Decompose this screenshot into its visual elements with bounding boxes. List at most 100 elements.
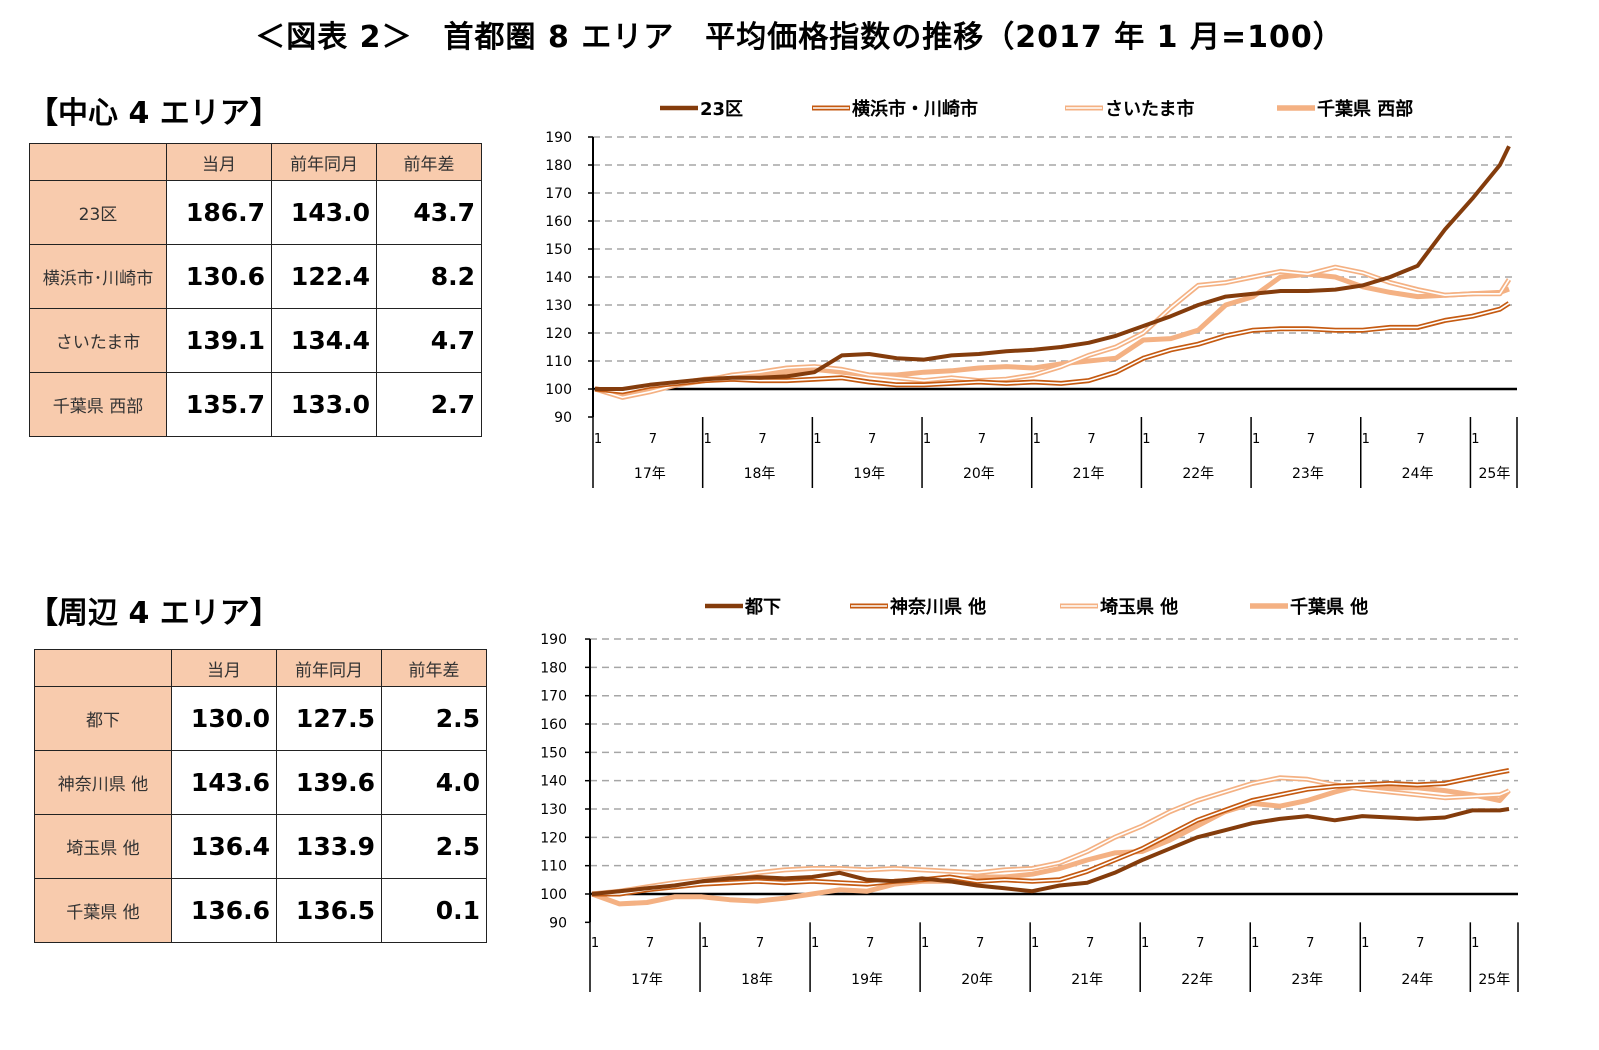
x-tick-label: 7 [976, 936, 984, 951]
diff-value: 8.2 [376, 244, 482, 309]
header-current: 当月 [166, 143, 272, 181]
legend-label: 千葉県 他 [1290, 596, 1368, 618]
year-label: 20年 [963, 466, 995, 482]
y-tick-label: 140 [540, 774, 567, 790]
x-tick-label: 1 [921, 936, 929, 951]
year-label: 19年 [853, 466, 885, 482]
x-tick-label: 1 [1252, 432, 1260, 447]
x-tick-label: 1 [1362, 432, 1370, 447]
x-tick-label: 7 [978, 432, 986, 447]
x-tick-label: 1 [1033, 432, 1041, 447]
year-label: 19年 [851, 972, 883, 988]
row-area: 埼玉県 他 [34, 814, 172, 879]
year-label: 17年 [634, 466, 666, 482]
y-tick-label: 160 [545, 214, 572, 230]
series-line [595, 145, 1511, 391]
series-line-inner [592, 769, 1510, 895]
row-area: 千葉県 西部 [29, 372, 167, 437]
y-tick-label: 180 [545, 158, 572, 174]
legend-label: 神奈川県 他 [890, 596, 986, 618]
y-tick-label: 130 [545, 298, 572, 314]
y-tick-label: 110 [545, 354, 572, 370]
x-tick-label: 7 [1306, 936, 1314, 951]
x-tick-label: 7 [1307, 432, 1315, 447]
y-tick-label: 170 [540, 689, 567, 705]
year-label: 25年 [1478, 972, 1510, 988]
y-tick-label: 160 [540, 717, 567, 733]
series-line-inner [594, 302, 1510, 393]
row-area: 都下 [34, 686, 172, 751]
x-tick-label: 1 [594, 432, 602, 447]
y-tick-label: 100 [545, 382, 572, 398]
line-chart-1: 90 100 110 120 130 140 150 160 170 180 190 1 7 17年 1 7 1… [545, 98, 1518, 488]
x-tick-label: 7 [1416, 432, 1424, 447]
year-label: 22年 [1182, 466, 1214, 482]
x-tick-label: 7 [756, 936, 764, 951]
page-title: ＜図表 2＞ 首都圏 8 エリア 平均価格指数の推移（2017 年 1 月=10… [255, 20, 1344, 55]
header-current: 当月 [171, 649, 277, 687]
x-tick-label: 1 [811, 936, 819, 951]
peripheral-areas-table: 当月 前年同月 前年差 都下 130.0 127.5 2.5 神奈川県 他 14… [34, 649, 487, 943]
diff-value: 2.5 [381, 814, 487, 879]
x-tick-label: 7 [1086, 936, 1094, 951]
legend-item: 千葉県 西部 [1277, 98, 1413, 120]
legend-item: 23区 [660, 99, 743, 120]
header-diff: 前年差 [381, 649, 487, 687]
x-tick-label: 1 [704, 432, 712, 447]
prev-year-value: 122.4 [271, 244, 377, 309]
series-line [591, 807, 1510, 896]
legend-item: 横浜市・川崎市 [812, 98, 978, 120]
x-tick-label: 1 [1142, 432, 1150, 447]
series-line-inner [594, 266, 1510, 399]
prev-year-value: 133.0 [271, 372, 377, 437]
line-chart-2: 90 100 110 120 130 140 150 160 170 180 190 1 7 17年 1 7 1… [540, 596, 1519, 992]
x-tick-label: 7 [649, 432, 657, 447]
x-tick-label: 7 [868, 432, 876, 447]
row-area: 横浜市･川崎市 [29, 244, 167, 309]
y-tick-label: 90 [554, 410, 572, 426]
section-heading-central: 【中心 4 エリア】 [28, 96, 280, 131]
series-23区 [595, 145, 1511, 391]
y-tick-label: 140 [545, 270, 572, 286]
year-label: 18年 [741, 972, 773, 988]
x-tick-label: 7 [1196, 936, 1204, 951]
table-header-row: 当月 前年同月 前年差 [29, 143, 482, 181]
x-tick-label: 1 [923, 432, 931, 447]
prev-year-value: 127.5 [276, 686, 382, 751]
y-tick-label: 120 [540, 830, 567, 846]
diff-value: 0.1 [381, 878, 487, 943]
year-label: 20年 [961, 972, 993, 988]
legend-item: 千葉県 他 [1250, 596, 1368, 618]
x-tick-label: 7 [1197, 432, 1205, 447]
x-tick-label: 1 [1141, 936, 1149, 951]
x-tick-label: 1 [1471, 432, 1479, 447]
x-tick-label: 1 [591, 936, 599, 951]
year-label: 23年 [1292, 466, 1324, 482]
series-さいたま市 [594, 264, 1512, 400]
table-row: 23区 186.7 143.0 43.7 [29, 180, 482, 245]
legend-label: 埼玉県 他 [1100, 596, 1178, 618]
row-area: さいたま市 [29, 308, 167, 373]
y-tick-label: 150 [540, 745, 567, 761]
x-tick-label: 7 [646, 936, 654, 951]
x-tick-label: 7 [866, 936, 874, 951]
current-value: 135.7 [166, 372, 272, 437]
table-header-row: 当月 前年同月 前年差 [34, 649, 487, 687]
x-tick-label: 1 [813, 432, 821, 447]
x-tick-label: 1 [1251, 936, 1259, 951]
legend-label: 横浜市・川崎市 [852, 98, 978, 120]
legend-label: 千葉県 西部 [1317, 98, 1413, 120]
year-label: 21年 [1071, 972, 1103, 988]
legend-item: 埼玉県 他 [1060, 596, 1178, 618]
current-value: 136.6 [171, 878, 277, 943]
diff-value: 2.5 [381, 686, 487, 751]
current-value: 130.6 [166, 244, 272, 309]
y-tick-label: 190 [540, 632, 567, 648]
legend-label: 23区 [700, 99, 743, 120]
table-row: 千葉県 西部 135.7 133.0 2.7 [29, 372, 482, 437]
y-tick-label: 120 [545, 326, 572, 342]
legend-label: さいたま市 [1105, 98, 1194, 120]
table-row: 横浜市･川崎市 130.6 122.4 8.2 [29, 244, 482, 309]
x-tick-label: 7 [758, 432, 766, 447]
